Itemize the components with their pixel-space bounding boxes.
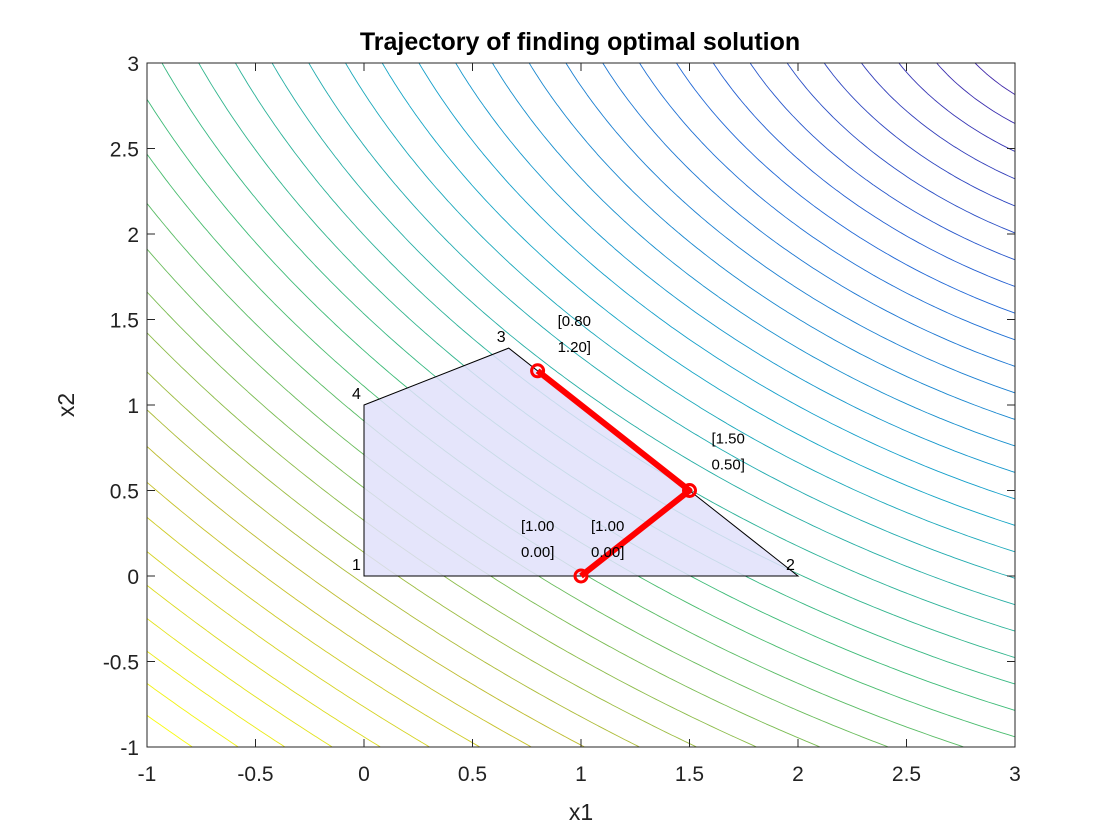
annotation-line2: 0.50] xyxy=(712,457,745,474)
vertex-label: 1 xyxy=(352,557,361,574)
y-tick-label: 2 xyxy=(127,224,139,247)
vertex-label: 3 xyxy=(497,329,506,346)
y-axis-label: x2 xyxy=(53,393,79,417)
y-tick-label: 1 xyxy=(127,395,139,418)
x-tick-label: -0.5 xyxy=(237,763,273,786)
y-tick-label: -1 xyxy=(120,737,139,760)
x-tick-label: 2 xyxy=(792,763,804,786)
x-tick-label: 0 xyxy=(358,763,370,786)
chart-title: Trajectory of finding optimal solution xyxy=(360,28,800,56)
annotation-line1: [1.00 xyxy=(591,518,624,535)
x-tick-label: 2.5 xyxy=(892,763,921,786)
annotation-line1: [1.50 xyxy=(712,431,745,448)
vertex-label: 4 xyxy=(352,386,361,403)
x-tick-label: 1.5 xyxy=(675,763,704,786)
y-tick-label: -0.5 xyxy=(103,652,139,675)
vertex-label: 2 xyxy=(786,557,795,574)
x-tick-label: -1 xyxy=(138,763,157,786)
x-tick-label: 0.5 xyxy=(458,763,487,786)
annotation-line2: 0.00] xyxy=(591,544,624,561)
y-tick-label: 0 xyxy=(127,566,139,589)
annotation-line2: 0.00] xyxy=(521,544,554,561)
y-tick-label: 0.5 xyxy=(110,481,139,504)
annotation-line1: [0.80 xyxy=(558,313,591,330)
annotation-line2: 1.20] xyxy=(558,339,591,356)
x-axis-label: x1 xyxy=(569,799,593,825)
y-tick-label: 2.5 xyxy=(110,139,139,162)
x-tick-label: 1 xyxy=(575,763,587,786)
y-tick-label: 1.5 xyxy=(110,310,139,333)
y-tick-label: 3 xyxy=(127,53,139,76)
annotation-line1: [1.00 xyxy=(521,518,554,535)
x-tick-label: 3 xyxy=(1009,763,1021,786)
